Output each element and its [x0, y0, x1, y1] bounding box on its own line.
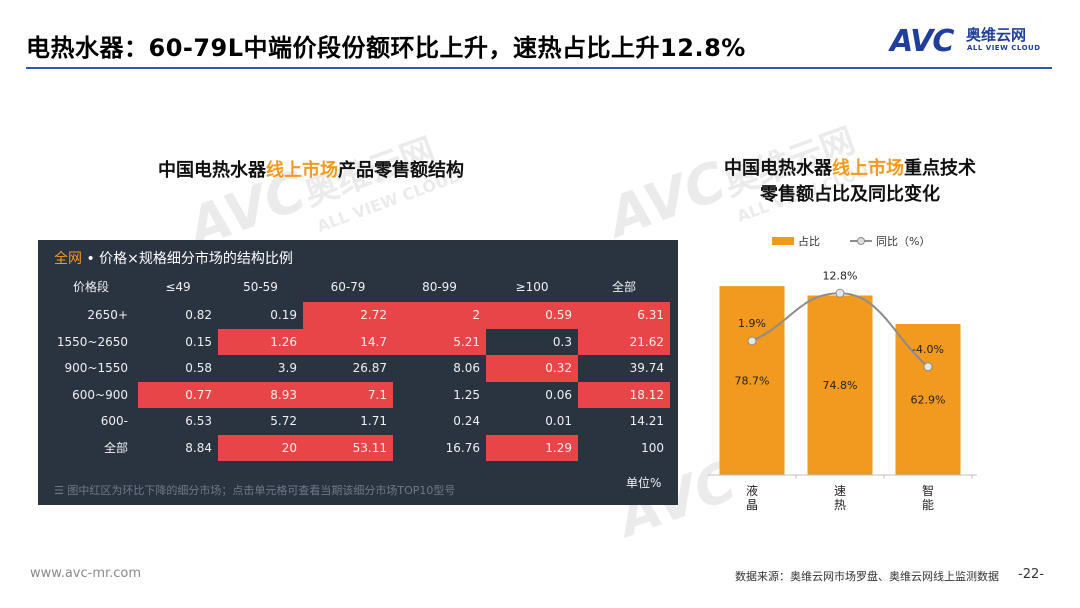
table-cell[interactable]: 39.74	[629, 361, 664, 375]
x-tick-label: 速	[834, 484, 846, 498]
table-cell[interactable]: 8.84	[185, 440, 212, 455]
bar-0	[719, 286, 785, 475]
table-cell[interactable]: 16.76	[445, 440, 480, 455]
footer-url[interactable]: www.avc-mr.com	[30, 566, 142, 581]
table-cell[interactable]: 8.06	[453, 361, 480, 375]
table-cell[interactable]: 7.1	[303, 381, 393, 408]
bar-1	[807, 295, 873, 475]
legend-line-marker	[857, 237, 865, 245]
table-cell[interactable]: 1.26	[218, 328, 303, 355]
table-cell[interactable]: 0.15	[185, 334, 212, 349]
table-cell[interactable]: 8.93	[218, 381, 303, 408]
bar-value-label: 62.9%	[911, 394, 946, 407]
right-subtitle: 中国电热水器线上市场重点技术 零售额占比及同比变化	[724, 158, 976, 205]
table-cell[interactable]: 20	[218, 434, 303, 461]
table-corner-header: 价格段	[72, 280, 109, 294]
table-cell[interactable]: 5.21	[393, 328, 486, 355]
table-cell[interactable]: 14.21	[629, 414, 664, 428]
legend-bar-label: 占比	[798, 234, 820, 248]
table-column-header: 60-79	[330, 280, 366, 294]
bar-value-label: 78.7%	[735, 375, 770, 388]
table-cell[interactable]: 100	[641, 440, 664, 455]
left-subtitle: 中国电热水器线上市场产品零售额结构	[158, 160, 464, 181]
table-cell[interactable]: 6.53	[185, 414, 212, 428]
table-row-label: 1550~2650	[56, 334, 128, 349]
x-tick-label: 液	[746, 483, 758, 498]
table-title: 全网 • 价格×规格细分市场的结构比例	[54, 251, 293, 267]
table-cell[interactable]: 0.59	[486, 302, 578, 329]
table-column-header: ≥100	[515, 280, 549, 294]
title-divider	[26, 67, 1052, 69]
logo-en-text: ALL VIEW CLOUD	[967, 44, 1041, 52]
logo-avc-text: AVC	[890, 24, 954, 59]
yoy-label: -4.0%	[912, 343, 944, 356]
table-row-label: 2650+	[87, 308, 128, 322]
table-cell[interactable]: 0.24	[453, 414, 480, 428]
table-cell[interactable]: 2.72	[303, 302, 393, 329]
table-cell[interactable]: 53.11	[303, 434, 393, 461]
table-column-header: 全部	[611, 280, 636, 294]
table-row-label: 600-	[100, 414, 128, 428]
price-size-structure-table: 全网 • 价格×规格细分市场的结构比例 价格段 ≤49 50-59 60-79 80-9…	[38, 240, 678, 505]
table-cell[interactable]: 3.9	[277, 361, 297, 375]
table-row-label: 900~1550	[64, 361, 129, 375]
table-cell[interactable]: 26.87	[352, 361, 387, 375]
bar-value-label: 74.8%	[823, 379, 858, 392]
bar-2	[895, 324, 961, 475]
table-cell[interactable]: 0.32	[486, 355, 578, 382]
yoy-point-1	[835, 288, 845, 298]
table-column-header: ≤49	[165, 280, 191, 294]
x-tick-label: 热	[834, 498, 846, 512]
page-number: -22-	[1018, 567, 1044, 582]
avc-logo: AVC 奥维云网 ALL VIEW CLOUD	[890, 22, 1050, 59]
technology-chart: 占比 同比（%） 78.7% 74.8% 62.9% 液晶 速热 智能 1.9% 12.8% -4.…	[708, 234, 977, 512]
table-cell[interactable]: 21.62	[578, 328, 670, 355]
table-cell[interactable]: 18.12	[578, 381, 670, 408]
page-title: 电热水器：60-79L中端价段份额环比上升，速热占比上升12.8%	[26, 34, 746, 62]
table-column-header: 80-99	[422, 280, 457, 294]
table-cell[interactable]: 1.25	[453, 387, 480, 402]
table-cell[interactable]: 0.01	[545, 414, 572, 428]
table-cell[interactable]: 0.19	[270, 308, 297, 322]
footer-source: 数据来源：奥维云网市场罗盘、奥维云网线上监测数据	[735, 570, 999, 583]
table-row-label: 600~900	[72, 387, 128, 402]
table-cell[interactable]: 0.58	[185, 361, 212, 375]
table-cell[interactable]: 6.31	[578, 302, 670, 329]
x-tick-label: 能	[922, 498, 934, 512]
table-cell[interactable]: 0.77	[138, 381, 218, 408]
table-cell[interactable]: 2	[393, 302, 486, 329]
legend-bar-swatch	[772, 237, 794, 245]
table-row-label: 全部	[103, 440, 128, 455]
table-cell[interactable]: 5.72	[270, 414, 297, 428]
table-note: ☰ 图中红区为环比下降的细分市场；点击单元格可查看当期该细分市场TOP10型号	[54, 484, 456, 497]
table-cell[interactable]: 14.7	[303, 328, 393, 355]
logo-cn-text: 奥维云网	[966, 26, 1027, 44]
table-cell[interactable]: 0.3	[552, 334, 572, 349]
table-cell[interactable]: 1.29	[486, 434, 578, 461]
legend-line-label: 同比（%）	[876, 235, 930, 248]
table-unit: 单位%	[626, 476, 662, 490]
table-cell[interactable]: 0.06	[545, 387, 572, 402]
yoy-label: 1.9%	[738, 317, 766, 330]
yoy-label: 12.8%	[823, 269, 858, 282]
table-cell[interactable]: 0.82	[185, 308, 212, 322]
x-tick-label: 智	[922, 483, 934, 498]
yoy-point-2	[923, 362, 933, 372]
yoy-point-0	[747, 336, 757, 346]
x-tick-label: 晶	[746, 498, 758, 512]
table-cell[interactable]: 1.71	[360, 414, 387, 428]
table-column-header: 50-59	[243, 280, 278, 294]
